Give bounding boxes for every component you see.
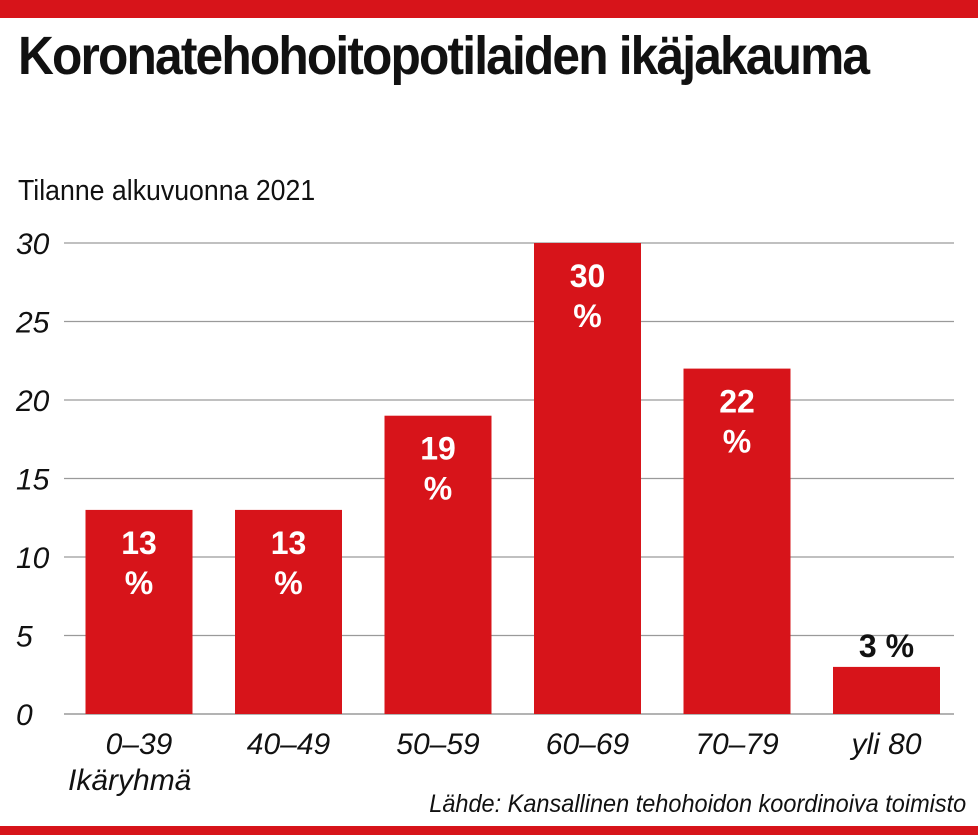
data-label: 13% <box>271 525 307 601</box>
top-accent-bar <box>0 0 978 18</box>
data-label: 30% <box>570 258 606 334</box>
y-tick-label: 30 <box>16 228 50 261</box>
x-tick-label: 40–49 <box>247 728 331 761</box>
chart-subtitle: Tilanne alkuvuonna 2021 <box>18 175 316 207</box>
bottom-accent-bar <box>0 826 978 835</box>
source-note: Lähde: Kansallinen tehohoidon koordinoiv… <box>429 790 966 818</box>
bar <box>235 509 342 714</box>
x-tick-label: 60–69 <box>546 728 630 761</box>
data-label: 3 % <box>859 628 914 664</box>
bar <box>534 243 641 714</box>
bar <box>85 509 193 714</box>
y-tick-label: 20 <box>15 385 50 418</box>
y-tick-label: 5 <box>16 621 33 654</box>
y-tick-label: 10 <box>16 542 50 575</box>
x-tick-label: 70–79 <box>695 728 779 761</box>
data-label: 19% <box>420 431 456 507</box>
chart-title: Koronatehohoitopotilaiden ikäjakauma <box>18 26 870 86</box>
y-tick-label: 0 <box>16 699 33 732</box>
data-label: 13% <box>121 525 157 601</box>
bar <box>683 368 791 714</box>
x-tick-label: yli 80 <box>849 728 921 761</box>
y-tick-label: 15 <box>16 464 50 497</box>
y-tick-label: 25 <box>15 307 50 340</box>
x-tick-label: 50–59 <box>396 728 480 761</box>
bar <box>384 415 492 714</box>
bar <box>833 666 940 714</box>
x-tick-label: 0–39 <box>106 728 173 761</box>
data-label: 22% <box>719 384 755 460</box>
x-axis-label: Ikäryhmä <box>68 764 191 797</box>
